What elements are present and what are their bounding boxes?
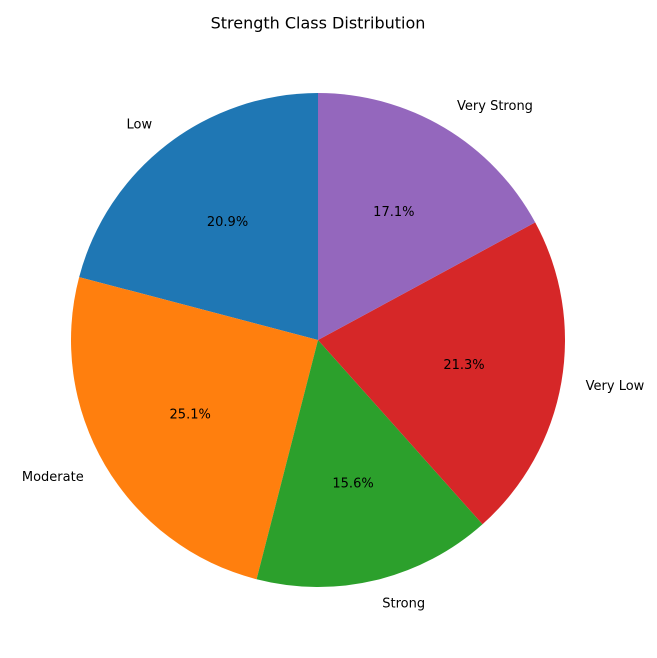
pie-labels: 20.9% Low 25.1% Moderate 15.6% Strong 21.3% Ver…	[22, 99, 645, 611]
pie-slice-very-strong	[318, 93, 536, 340]
slice-category-label-very-low: Very Low	[586, 379, 645, 394]
pie-slice-very-low	[318, 222, 565, 525]
pie-slice-strong	[256, 340, 483, 587]
slice-category-label-moderate: Moderate	[22, 470, 84, 485]
slice-percent-label-moderate: 25.1%	[170, 408, 211, 423]
slice-percent-label-very-strong: 17.1%	[373, 205, 414, 220]
slice-category-label-strong: Strong	[382, 596, 425, 611]
slice-percent-label-very-low: 21.3%	[443, 358, 484, 373]
pie-slice-low	[79, 93, 318, 340]
pie-slice-moderate	[70, 277, 319, 580]
slice-category-label-low: Low	[127, 117, 153, 132]
slice-percent-label-low: 20.9%	[207, 215, 248, 230]
chart-title: Strength Class Distribution	[211, 14, 426, 33]
slice-category-label-very-strong: Very Strong	[457, 99, 533, 114]
pie-slices	[70, 93, 565, 587]
slice-percent-label-strong: 15.6%	[332, 476, 373, 491]
